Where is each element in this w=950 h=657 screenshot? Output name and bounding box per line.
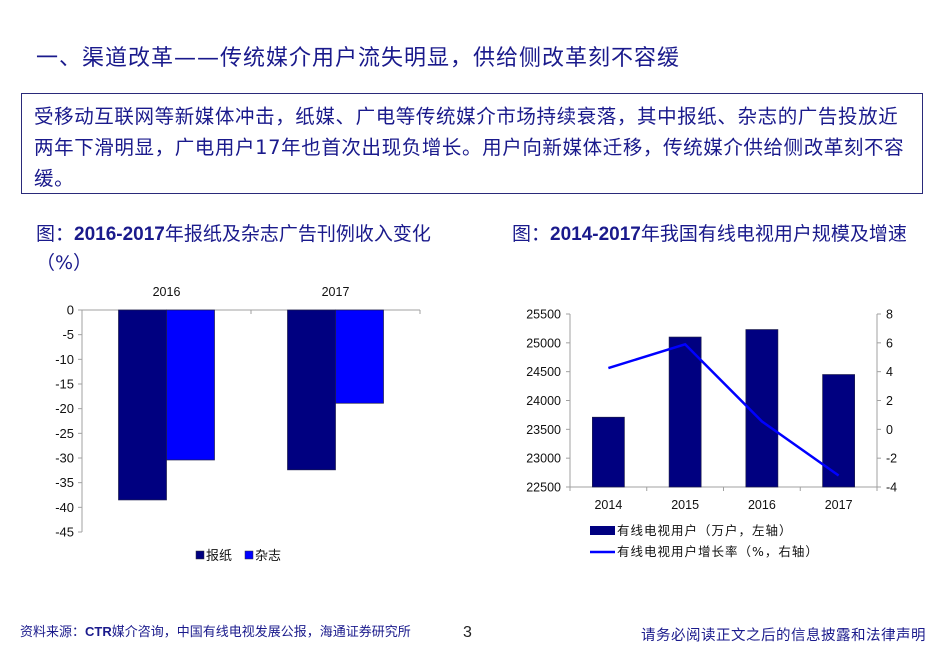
y-tick-label: -15 <box>55 377 74 392</box>
bar-报纸 <box>118 309 167 501</box>
x-category-label: 2014 <box>594 498 622 512</box>
caption-text: 年报纸及杂志广告刊例收入变化（%） <box>36 223 431 274</box>
bar-杂志 <box>166 309 215 461</box>
y-tick-label: -30 <box>55 451 74 466</box>
y-tick-label: -25 <box>55 426 74 441</box>
summary-text: 受移动互联网等新媒体冲击，纸媒、广电等传统媒介市场持续衰落，其中报纸、杂志的广告… <box>34 105 905 190</box>
y-tick-label: -40 <box>55 500 74 515</box>
bar-cable-users <box>745 329 779 488</box>
bar-报纸 <box>287 309 336 471</box>
legend-label: 有线电视用户（万户，左轴） <box>617 523 793 538</box>
legend-swatch-bar <box>590 526 615 535</box>
right-y-tick-label: 6 <box>886 336 893 350</box>
caption-prefix: 图： <box>36 223 75 245</box>
source-rest: 媒介咨询，中国有线电视发展公报，海通证券研究所 <box>111 625 411 640</box>
bar-cable-users <box>592 416 625 488</box>
source-ctr: CTR <box>85 624 112 639</box>
left-y-tick-label: 23500 <box>526 423 561 437</box>
legend-swatch <box>244 550 254 560</box>
summary-box: 受移动互联网等新媒体冲击，纸媒、广电等传统媒介市场持续衰落，其中报纸、杂志的广告… <box>21 93 923 194</box>
legend-swatch <box>195 550 205 560</box>
right-chart-caption: 图：2014-2017年我国有线电视用户规模及增速 <box>512 220 932 249</box>
legend-label: 杂志 <box>255 549 281 564</box>
cable-tv-users-chart: 22500 23000 23500 24000 24500 25000 25500 -4 -2 0… <box>526 308 897 560</box>
x-category-label: 2017 <box>825 498 853 512</box>
slide-title: 一、渠道改革——传统媒介用户流失明显，供给侧改革刻不容缓 <box>36 46 681 71</box>
disclaimer-link[interactable]: 请务必阅读正文之后的信息披露和法律声明 <box>641 628 926 644</box>
page-number: 3 <box>463 624 472 641</box>
bar-cable-users <box>822 374 855 488</box>
right-y-tick-label: 4 <box>886 365 893 379</box>
left-y-tick-label: 23000 <box>526 452 561 466</box>
right-y-tick-label: 2 <box>886 394 893 408</box>
x-category-label: 2015 <box>671 498 699 512</box>
growth-rate-line <box>608 342 840 477</box>
left-y-tick-label: 25500 <box>526 308 561 322</box>
left-chart-caption: 图：2016-2017年报纸及杂志广告刊例收入变化（%） <box>36 220 436 277</box>
y-tick-label: 0 <box>67 303 74 318</box>
left-y-tick-label: 25000 <box>526 336 561 350</box>
bar-cable-users <box>668 336 702 488</box>
left-y-tick-label: 22500 <box>526 481 561 495</box>
caption-text: 年我国有线电视用户规模及增速 <box>640 223 907 245</box>
right-y-tick-label: -2 <box>886 452 897 466</box>
bar-杂志 <box>335 309 384 404</box>
x-category-label: 2017 <box>322 285 350 299</box>
caption-prefix: 图： <box>512 223 551 245</box>
left-y-tick-label: 24500 <box>526 365 561 379</box>
y-tick-label: -45 <box>55 525 74 540</box>
x-category-label: 2016 <box>153 285 181 299</box>
right-y-tick-label: 8 <box>886 308 893 322</box>
caption-years: 2016-2017 <box>74 224 165 245</box>
left-y-tick-label: 24000 <box>526 394 561 408</box>
right-y-tick-label: -4 <box>886 481 897 495</box>
x-category-label: 2016 <box>748 498 776 512</box>
y-tick-label: -10 <box>55 352 74 367</box>
y-tick-label: -35 <box>55 475 74 490</box>
y-tick-label: -5 <box>62 327 74 342</box>
legend-label: 报纸 <box>206 549 232 564</box>
source-note: 资料来源：CTR媒介咨询，中国有线电视发展公报，海通证券研究所 <box>20 621 411 640</box>
right-y-tick-label: 0 <box>886 423 893 437</box>
y-tick-label: -20 <box>55 401 74 416</box>
legend-label: 有线电视用户增长率（%，右轴） <box>617 544 819 559</box>
source-prefix: 资料来源： <box>20 625 86 640</box>
caption-years: 2014-2017 <box>550 224 641 245</box>
newspaper-magazine-ad-chart: 0 -5 -10 -15 -20 -25 -30 -35 -40 -45 2016 2017 报纸 杂志 <box>55 285 421 564</box>
